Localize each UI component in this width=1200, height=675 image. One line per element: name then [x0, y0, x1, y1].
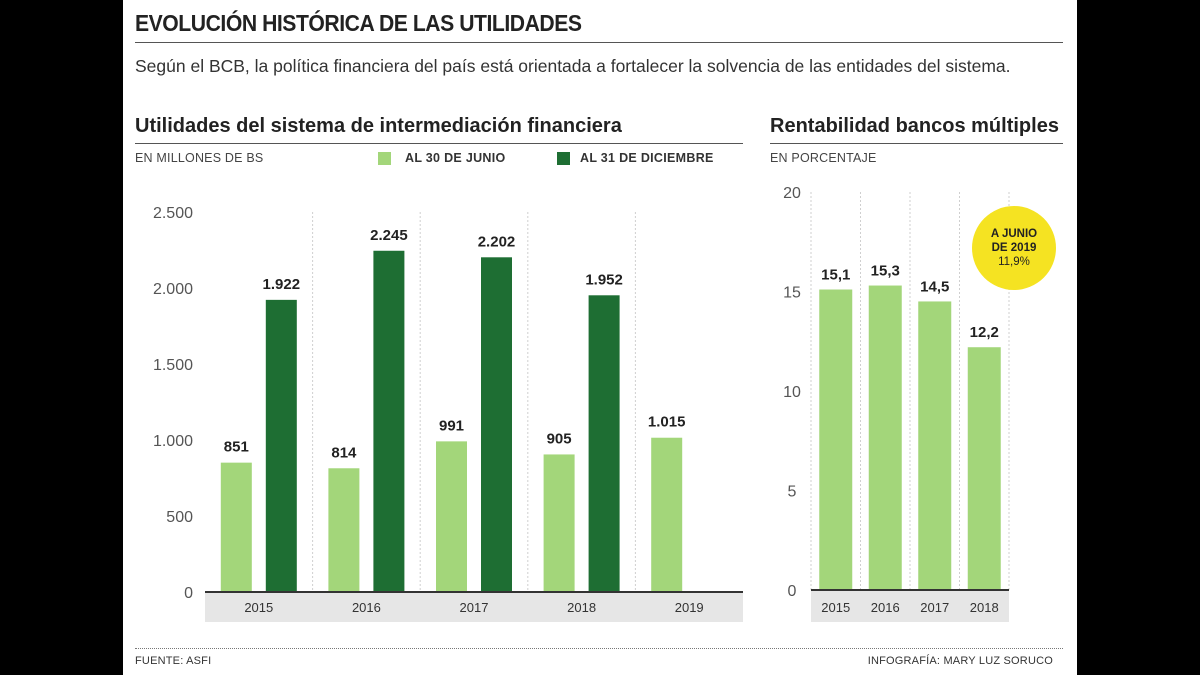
bar: [373, 250, 405, 592]
y-tick-label: 0: [184, 585, 193, 602]
bar: [543, 454, 575, 592]
right-chart-title: Rentabilidad bancos múltiples: [770, 115, 1059, 137]
utilities-bar-chart: 05001.0001.5002.0002.50020158511.9222016…: [153, 185, 1010, 622]
y-tick-label: 2.500: [153, 205, 193, 222]
y-tick-label-right: 0: [788, 583, 797, 600]
data-label: 851: [224, 439, 249, 456]
data-label: 1.952: [585, 271, 623, 288]
data-label-right: 15,3: [871, 263, 900, 280]
x-tick-label: 2017: [460, 600, 489, 615]
left-chart-divider: [135, 143, 743, 144]
data-label-right: 12,2: [970, 324, 999, 341]
infographic-panel: EVOLUCIÓN HISTÓRICA DE LAS UTILIDADES Se…: [123, 0, 1077, 675]
y-tick-label: 1.000: [153, 433, 193, 450]
left-unit-label: EN MILLONES DE BS: [135, 151, 264, 165]
y-tick-label: 2.000: [153, 281, 193, 298]
bar-right: [918, 301, 952, 590]
bar: [481, 257, 512, 592]
x-axis-band-right: [811, 590, 1009, 622]
y-tick-label-right: 15: [783, 285, 801, 302]
legend-swatch-june: [378, 152, 391, 165]
x-tick-label-right: 2016: [871, 600, 900, 615]
bar: [436, 441, 467, 592]
footer-source: FUENTE: ASFI: [135, 655, 212, 667]
y-tick-label-right: 5: [788, 484, 797, 501]
annotation-line-1: A JUNIO: [990, 228, 1038, 240]
data-label: 905: [547, 430, 572, 447]
footer-credit: INFOGRAFÍA: MARY LUZ SORUCO: [867, 655, 1053, 667]
right-unit-label: EN PORCENTAJE: [770, 151, 877, 165]
x-tick-label-right: 2017: [920, 600, 949, 615]
annotation-line-3: 11,9%: [998, 256, 1030, 268]
page-subtitle: Según el BCB, la política financiera del…: [135, 56, 1011, 76]
bar: [328, 468, 360, 592]
data-label: 814: [331, 444, 357, 461]
x-tick-label: 2019: [675, 600, 704, 615]
data-label: 1.015: [648, 414, 686, 431]
data-label: 1.922: [263, 276, 301, 293]
left-chart-title: Utilidades del sistema de intermediación…: [135, 115, 622, 137]
bar: [265, 299, 297, 592]
title-divider: [135, 42, 1063, 43]
bar: [220, 462, 252, 592]
x-tick-label-right: 2015: [821, 600, 850, 615]
bar: [651, 437, 683, 592]
data-label-right: 15,1: [821, 267, 850, 284]
y-tick-label: 500: [166, 509, 193, 526]
x-tick-label: 2015: [244, 600, 273, 615]
y-tick-label: 1.500: [153, 357, 193, 374]
x-tick-label-right: 2018: [970, 600, 999, 615]
bar-right: [868, 285, 902, 590]
legend-swatch-december: [557, 152, 570, 165]
x-tick-label: 2016: [352, 600, 381, 615]
data-label: 2.202: [478, 233, 516, 250]
x-tick-label: 2018: [567, 600, 596, 615]
y-tick-label-right: 10: [783, 384, 801, 401]
june-2019-annotation: A JUNIO DE 2019 11,9%: [972, 206, 1056, 290]
y-tick-label-right: 20: [783, 185, 801, 202]
page-title: EVOLUCIÓN HISTÓRICA DE LAS UTILIDADES: [135, 10, 582, 36]
legend-label-june: AL 30 DE JUNIO: [405, 151, 506, 165]
bar-right: [819, 289, 853, 590]
bar: [588, 295, 620, 592]
right-chart-divider: [770, 143, 1063, 144]
data-label: 991: [439, 417, 464, 434]
x-axis-band: [205, 592, 743, 622]
footer-divider: [135, 648, 1063, 649]
annotation-line-2: DE 2019: [991, 242, 1037, 254]
data-label: 2.245: [370, 227, 408, 244]
bar-right: [967, 347, 1001, 590]
legend-label-december: AL 31 DE DICIEMBRE: [580, 151, 714, 165]
data-label-right: 14,5: [920, 278, 949, 295]
